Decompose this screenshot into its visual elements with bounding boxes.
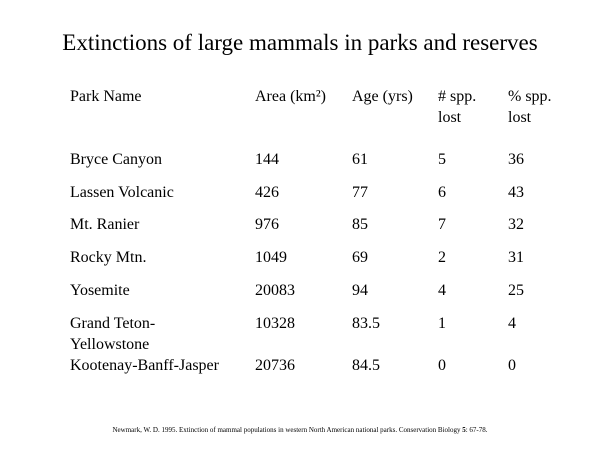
header-cell: Age (yrs) — [352, 88, 413, 105]
table-cell: 36 — [508, 151, 524, 168]
table-cell: 83.5 — [352, 315, 380, 332]
table-cell: 6 — [438, 184, 446, 201]
header-cell: % spp. lost — [508, 88, 552, 126]
table-cell: 144 — [255, 151, 279, 168]
park-name: Mt. Ranier — [70, 216, 140, 233]
table-cell: 69 — [352, 249, 368, 266]
park-name: Bryce Canyon — [70, 151, 162, 168]
table-cell: 2 — [438, 249, 446, 266]
table-cell: 4 — [508, 315, 516, 332]
table-cell: 426 — [255, 184, 279, 201]
table-cell: 94 — [352, 282, 368, 299]
park-name: Rocky Mtn. — [70, 249, 147, 266]
table-cell: 10328 — [255, 315, 295, 332]
table-cell: 976 — [255, 216, 279, 233]
citation-pages: : 67-78. — [465, 426, 488, 434]
table-cell: 0 — [508, 357, 516, 374]
table-cell: 31 — [508, 249, 524, 266]
park-name: Lassen Volcanic — [70, 184, 174, 201]
table-cell: 77 — [352, 184, 368, 201]
citation-text: Newmark, W. D. 1995. Extinction of mamma… — [112, 426, 463, 434]
header-cell: Area (km²) — [255, 88, 326, 105]
table-cell: 20083 — [255, 282, 295, 299]
table-cell: 25 — [508, 282, 524, 299]
table-cell: 32 — [508, 216, 524, 233]
citation-volume: 5 — [462, 426, 466, 434]
park-name: Yosemite — [70, 282, 130, 299]
table-cell: 43 — [508, 184, 524, 201]
header-cell: Park Name — [70, 88, 142, 105]
table-cell: 7 — [438, 216, 446, 233]
header-cell: # spp. lost — [438, 88, 477, 126]
park-name: Kootenay-Banff-Jasper — [70, 357, 219, 374]
park-name: Grand Teton-Yellowstone — [70, 315, 156, 353]
table-cell: 0 — [438, 357, 446, 374]
table-cell: 4 — [438, 282, 446, 299]
citation: Newmark, W. D. 1995. Extinction of mamma… — [0, 426, 600, 434]
table-cell: 1049 — [255, 249, 287, 266]
slide-title: Extinctions of large mammals in parks an… — [62, 30, 538, 55]
table-cell: 84.5 — [352, 357, 380, 374]
table-cell: 1 — [438, 315, 446, 332]
table-cell: 20736 — [255, 357, 295, 374]
table-cell: 5 — [438, 151, 446, 168]
table-cell: 85 — [352, 216, 368, 233]
table-cell: 61 — [352, 151, 368, 168]
